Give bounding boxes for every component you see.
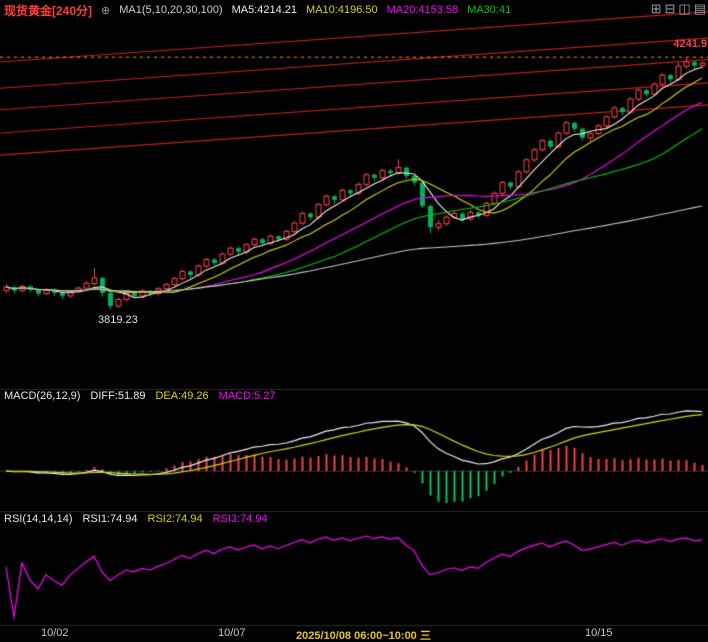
- axis-label-2: 10/07: [218, 627, 246, 639]
- toolbar-icons: ⊞ ⊟ ◫ ▤: [651, 2, 706, 15]
- grid-layout-icon[interactable]: ⊞: [650, 1, 662, 16]
- indicator-settings-icon[interactable]: ⊕: [101, 4, 111, 17]
- ma20-value: MA20:4153.58: [386, 4, 459, 16]
- macd-title[interactable]: MACD(26,12,9): [4, 390, 81, 402]
- axis-label-1: 10/02: [41, 627, 69, 639]
- rsi3-value: RSI3:74.94: [212, 513, 268, 525]
- time-axis: 10/02 10/07 2025/10/08 06:00~10:00 三 10/…: [0, 627, 708, 642]
- symbol-title[interactable]: 现货黄金[240分]: [4, 2, 92, 19]
- multi-window-icon[interactable]: ◫: [678, 1, 691, 16]
- rsi-panel-labels: RSI(14,14,14) RSI1:74.94 RSI2:74.94 RSI3…: [4, 513, 268, 525]
- macd-panel-labels: MACD(26,12,9) DIFF:51.89 DEA:49.26 MACD:…: [4, 390, 276, 402]
- low-price-label: 3819.23: [98, 313, 138, 326]
- symbol-name: 现货黄金: [4, 3, 53, 18]
- chart-header: 现货黄金[240分] ⊕ MA1(5,10,20,30,100) MA5:421…: [0, 0, 708, 20]
- list-panel-icon[interactable]: ▤: [693, 1, 706, 16]
- rsi1-value: RSI1:74.94: [82, 513, 138, 525]
- ma30-value: MA30:41: [467, 4, 512, 16]
- high-price-label: 4241.9: [673, 38, 707, 50]
- rsi2-value: RSI2:74.94: [147, 513, 203, 525]
- macd-diff-value: DIFF:51.89: [90, 390, 146, 402]
- ma5-value: MA5:4214.21: [231, 4, 298, 16]
- rsi-title[interactable]: RSI(14,14,14): [4, 513, 73, 525]
- macd-macd-value: MACD:5.27: [218, 390, 276, 402]
- ma-params-label[interactable]: MA1(5,10,20,30,100): [119, 4, 223, 16]
- ma10-value: MA10:4196.50: [306, 4, 378, 16]
- macd-dea-value: DEA:49.26: [155, 390, 209, 402]
- axis-label-3: 10/15: [585, 627, 613, 639]
- split-layout-icon[interactable]: ⊟: [664, 1, 676, 16]
- period-label: [240分]: [52, 3, 93, 18]
- axis-label-selected: 2025/10/08 06:00~10:00 三: [296, 630, 431, 642]
